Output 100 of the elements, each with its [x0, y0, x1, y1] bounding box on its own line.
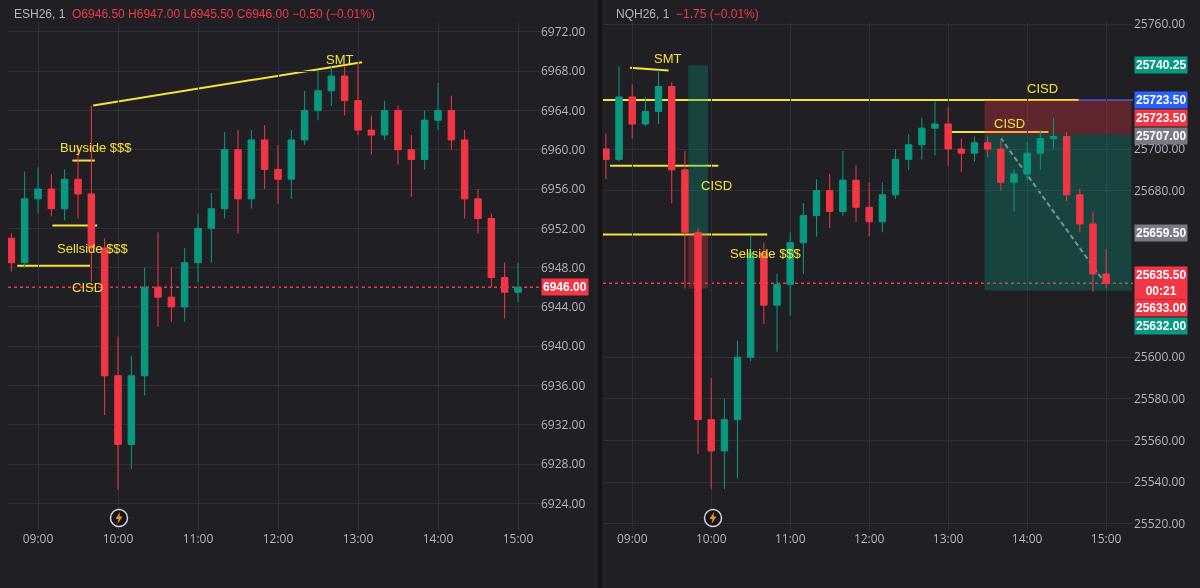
- candlestick: [260, 124, 269, 190]
- x-tick-label: 11:00: [774, 530, 806, 547]
- candlestick: [327, 65, 336, 107]
- x-tick-label: 15:00: [502, 530, 534, 547]
- x-tick-label: 13:00: [932, 530, 964, 547]
- candlestick: [1010, 169, 1018, 212]
- candlestick: [34, 166, 42, 215]
- candlestick: [891, 148, 900, 200]
- candlestick: [865, 181, 873, 237]
- candlestick: [207, 192, 216, 264]
- chart-subtitle: −1.75 (−0.01%): [676, 7, 759, 22]
- candlestick: [1036, 129, 1045, 171]
- candlestick: [1023, 142, 1031, 181]
- candlestick: [839, 150, 847, 217]
- candlestick: [60, 168, 69, 221]
- candlestick: [394, 105, 402, 165]
- candlestick: [340, 65, 349, 116]
- y-tick-label: 6956.00: [541, 180, 586, 198]
- candlestick: [47, 173, 56, 218]
- candlestick: [1062, 131, 1071, 202]
- candlestick: [720, 398, 729, 490]
- candlestick: [287, 129, 296, 200]
- candlestick: [733, 340, 742, 480]
- x-tick-label: 13:00: [342, 530, 374, 547]
- x-tick-label: 12:00: [262, 530, 294, 547]
- candlestick: [1049, 117, 1058, 150]
- x-tick-label: 14:00: [422, 530, 454, 547]
- candlestick: [234, 129, 242, 234]
- candlestick: [852, 165, 860, 223]
- candlestick: [668, 81, 676, 204]
- candlestick: [354, 60, 362, 136]
- candlestick: [447, 95, 456, 151]
- y-tick-label: 25760.00: [1134, 15, 1186, 33]
- text: 25707.00: [1136, 129, 1187, 143]
- candlestick: [983, 136, 992, 158]
- x-tick-label: 11:00: [182, 530, 214, 547]
- candlestick: [970, 136, 979, 162]
- candlestick: [140, 267, 149, 396]
- y-tick-label: 25680.00: [1134, 181, 1186, 199]
- text: 25632.00: [1136, 319, 1187, 333]
- candlestick: [997, 140, 1005, 192]
- y-tick-label: 25540.00: [1134, 473, 1186, 491]
- x-tick-label: 10:00: [695, 530, 727, 547]
- candlestick: [460, 129, 469, 220]
- candlestick: [825, 173, 834, 229]
- y-tick-label: 25700.00: [1134, 140, 1186, 158]
- annotation: CISD: [994, 116, 1026, 131]
- candlestick: [812, 178, 821, 237]
- annotation: CISD: [1027, 81, 1059, 96]
- candlestick: [420, 109, 429, 170]
- candlestick: [878, 181, 887, 233]
- candlestick: [194, 213, 202, 283]
- candlestick: [180, 247, 189, 323]
- candlestick: [641, 96, 650, 127]
- candlestick: [380, 100, 389, 141]
- candlestick: [957, 138, 966, 173]
- chart-title: NQH26, 1: [616, 7, 670, 22]
- candlestick: [127, 355, 136, 470]
- candlestick: [654, 69, 663, 125]
- annotation: SMT: [654, 51, 682, 66]
- y-tick-label: 6972.00: [541, 23, 586, 41]
- y-tick-label: 6936.00: [541, 376, 586, 394]
- candlestick: [20, 170, 29, 269]
- candlestick: [314, 70, 322, 121]
- chart-title: ESH26, 1: [14, 7, 66, 22]
- candlestick: [8, 232, 16, 273]
- y-tick-label: 6932.00: [541, 416, 586, 434]
- candlestick: [407, 134, 416, 198]
- annotation: SMT: [326, 52, 354, 67]
- y-tick-label: 25580.00: [1134, 390, 1186, 408]
- candlestick: [247, 129, 256, 210]
- x-tick-label: 12:00: [853, 530, 885, 547]
- candlestick: [434, 82, 442, 131]
- candlestick: [487, 213, 496, 288]
- candlestick: [918, 117, 926, 160]
- x-tick-label: 15:00: [1090, 530, 1122, 547]
- x-tick-label: 14:00: [1011, 530, 1043, 547]
- y-tick-label: 6928.00: [541, 455, 586, 473]
- text: 25659.50: [1136, 226, 1187, 240]
- y-tick-label: 6924.00: [541, 494, 586, 512]
- annotation: CISD: [701, 178, 733, 193]
- x-tick-label: 10:00: [102, 530, 134, 547]
- candlestick: [799, 202, 808, 275]
- x-tick-label: 09:00: [22, 530, 54, 547]
- y-tick-label: 6948.00: [541, 258, 586, 276]
- text: 25633.00: [1136, 301, 1187, 315]
- candlestick: [615, 65, 623, 162]
- candlestick: [274, 144, 282, 205]
- y-tick-label: 6940.00: [541, 337, 586, 355]
- text: 25740.25: [1136, 58, 1187, 72]
- y-tick-label: 25560.00: [1134, 431, 1186, 449]
- candlestick: [300, 90, 309, 146]
- candlestick: [707, 377, 715, 490]
- candlestick: [114, 335, 122, 491]
- ref-line-label: 25723.50: [1136, 93, 1187, 107]
- candlestick: [220, 131, 229, 220]
- ref-line-label: 6946.00: [543, 280, 587, 294]
- y-tick-label: 6944.00: [541, 298, 586, 316]
- candlestick: [367, 114, 376, 156]
- candlestick: [944, 106, 952, 167]
